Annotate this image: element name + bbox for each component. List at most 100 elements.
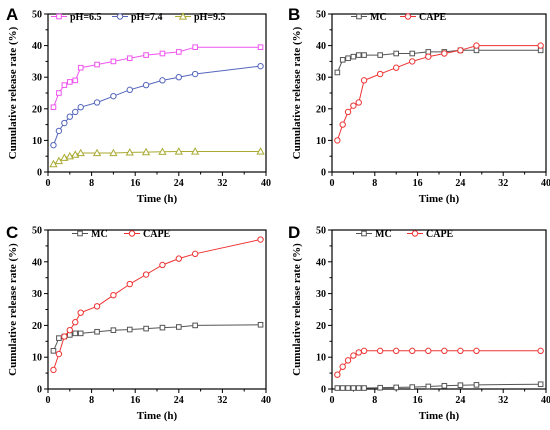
data-point	[175, 74, 183, 81]
data-point	[393, 64, 400, 71]
data-point	[93, 303, 101, 310]
legend-marker	[128, 230, 136, 237]
y-tick-label: 40	[32, 41, 42, 52]
y-axis-label: Cumulative release rate (%)	[7, 243, 19, 376]
x-tick-label: 32	[498, 178, 508, 189]
data-point	[345, 55, 351, 62]
data-point	[355, 99, 362, 106]
x-tick-label: 40	[261, 178, 271, 189]
legend-marker	[116, 13, 124, 20]
data-point	[77, 104, 84, 111]
y-tick-label: 30	[32, 289, 42, 300]
data-point	[141, 147, 151, 156]
data-point	[66, 113, 74, 120]
series-ph-6-5	[50, 44, 264, 111]
data-point	[355, 349, 362, 356]
legend-marker	[56, 13, 62, 20]
data-point	[473, 347, 480, 355]
y-tick-label: 10	[316, 136, 326, 147]
y-tick-label: 10	[32, 353, 42, 364]
panel-label: D	[288, 223, 300, 242]
series-line	[336, 350, 541, 375]
data-point	[126, 86, 133, 94]
panel-label: A	[6, 5, 18, 24]
x-tick-label: 8	[372, 395, 377, 406]
data-point	[339, 121, 346, 128]
data-point	[92, 148, 102, 157]
chart-panel-c: C 0 8 16 24 32 40 0 10 20 30 40 50 Time (h) Cumulative…	[6, 223, 271, 422]
data-point	[175, 255, 183, 262]
data-point	[174, 147, 183, 155]
y-axis-label: Cumulative release rate (%)	[7, 26, 19, 159]
data-point	[409, 58, 416, 65]
legend-entry: pH=6.5	[51, 12, 102, 23]
legend-label: MC	[91, 229, 108, 240]
data-point	[159, 324, 166, 331]
x-tick-label: 0	[46, 395, 51, 406]
data-point	[409, 50, 416, 57]
x-tick-label: 8	[89, 178, 94, 189]
data-point	[537, 347, 544, 355]
data-point	[56, 90, 62, 96]
legend-marker	[404, 13, 412, 20]
legend-entry: pH=7.4	[112, 12, 163, 23]
x-tick-label: 16	[413, 178, 423, 189]
x-tick-label: 32	[217, 178, 227, 189]
data-point	[110, 327, 117, 333]
data-point	[361, 52, 367, 58]
legend-label: pH=7.4	[131, 12, 163, 23]
data-point	[441, 50, 448, 57]
series-line	[336, 45, 541, 141]
series-line	[337, 383, 541, 389]
y-tick-label: 20	[316, 104, 326, 115]
data-point	[425, 53, 432, 60]
data-point	[355, 385, 362, 391]
data-point	[334, 137, 341, 144]
data-point	[355, 52, 362, 58]
data-point	[158, 147, 167, 155]
data-point	[142, 271, 150, 278]
data-point	[339, 57, 346, 63]
data-point	[76, 148, 85, 157]
x-tick-label: 8	[372, 178, 377, 189]
data-point	[55, 350, 63, 358]
x-tick-label: 0	[330, 395, 335, 406]
y-tick-label: 0	[37, 385, 42, 396]
data-point	[350, 102, 357, 109]
data-point	[77, 330, 84, 337]
chart-panel-a: A 0 8 16 24 32 40 0 10 20 30 40 50 Time (h) Cumulative…	[6, 5, 271, 205]
data-point	[159, 50, 166, 57]
series-line	[53, 65, 261, 146]
legend-entry: CAPE	[124, 229, 171, 240]
data-point	[257, 62, 264, 70]
data-point	[50, 104, 57, 111]
x-axis-label: Time (h)	[419, 193, 460, 205]
data-point	[192, 44, 198, 50]
data-point	[425, 347, 432, 355]
y-tick-label: 50	[316, 226, 326, 237]
y-tick-label: 10	[316, 353, 326, 364]
data-point	[441, 383, 448, 389]
data-point	[350, 53, 357, 60]
data-point	[126, 326, 133, 333]
chart-panel-d: D 0 8 16 24 32 40 0 10 20 30 40 50 Time (h) Cumulative…	[288, 223, 550, 422]
data-point	[361, 385, 367, 391]
y-tick-label: 0	[321, 168, 326, 179]
data-point	[350, 385, 357, 391]
x-tick-label: 40	[541, 395, 550, 406]
chart-panel-b: B 0 8 16 24 32 40 0 10 20 30 40 50 Time (h) Cumulative…	[288, 5, 550, 205]
x-tick-label: 24	[455, 395, 465, 406]
legend-entry: CAPE	[400, 12, 447, 23]
data-point	[191, 147, 200, 155]
legend-marker	[411, 230, 419, 237]
data-point	[360, 347, 368, 355]
series-line	[53, 46, 261, 108]
legend-marker	[361, 230, 367, 237]
series-ph-9-5	[49, 147, 265, 168]
data-point	[256, 147, 265, 155]
y-tick-label: 30	[316, 289, 326, 300]
data-point	[176, 324, 182, 330]
y-tick-label: 50	[32, 10, 42, 21]
y-tick-label: 50	[316, 10, 326, 21]
data-point	[61, 82, 68, 88]
